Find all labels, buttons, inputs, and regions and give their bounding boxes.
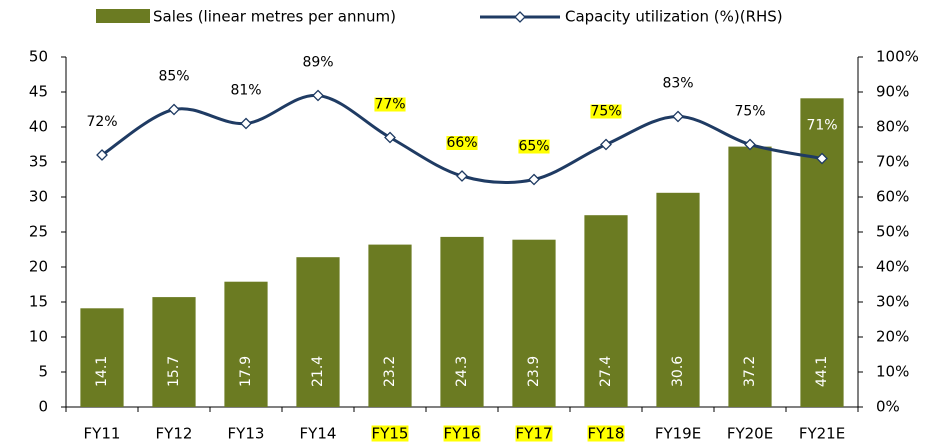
y-tick-label: 50 — [29, 48, 48, 66]
bar — [656, 192, 700, 407]
legend-label: Sales (linear metres per annum) — [153, 8, 396, 26]
bar-value-label: 21.4 — [310, 356, 326, 387]
bar — [800, 98, 844, 408]
bar — [296, 257, 340, 407]
y-tick-label: 45 — [29, 83, 48, 101]
highlight — [443, 425, 481, 442]
x-tick-label: FY15 — [372, 425, 409, 443]
bar-value-label: 17.9 — [238, 356, 254, 387]
y-tick-label: 15 — [29, 293, 48, 311]
y2-tick-label: 80% — [876, 118, 909, 136]
line-value-label: 65% — [518, 139, 549, 155]
x-tick-label: FY13 — [228, 425, 265, 443]
y2-tick-label: 30% — [876, 293, 909, 311]
legend-marker — [514, 11, 526, 23]
marker — [240, 117, 252, 130]
line-value-label: 81% — [230, 83, 261, 99]
bar-value-label: 27.4 — [598, 356, 614, 387]
y2-tick-label: 60% — [876, 188, 909, 206]
y2-tick-label: 70% — [876, 153, 909, 171]
line-value-label: 66% — [446, 135, 477, 151]
line-value-label: 89% — [302, 55, 333, 71]
x-tick-label: FY19E — [655, 425, 701, 443]
y-tick-label: 20 — [29, 258, 48, 276]
y2-tick-label: 0% — [876, 398, 900, 416]
highlight — [371, 425, 409, 442]
highlight — [515, 425, 553, 442]
highlight — [590, 104, 622, 119]
highlight — [518, 139, 550, 154]
bar — [584, 215, 628, 407]
y-tick-label: 0 — [38, 398, 48, 416]
line-value-label: 83% — [662, 76, 693, 92]
bar-value-label: 30.6 — [670, 356, 686, 387]
y-tick-label: 35 — [29, 153, 48, 171]
bar-value-label: 37.2 — [742, 356, 758, 387]
highlight — [374, 97, 406, 112]
line-value-label: 77% — [374, 97, 405, 113]
marker — [384, 131, 396, 144]
y-tick-label: 30 — [29, 188, 48, 206]
marker — [744, 138, 756, 151]
bar — [224, 281, 268, 407]
bar-value-label: 15.7 — [166, 356, 182, 387]
line-value-label: 75% — [590, 104, 621, 120]
bar-value-label: 14.1 — [94, 356, 110, 387]
marker — [600, 138, 612, 151]
marker — [528, 173, 540, 186]
x-tick-label: FY18 — [588, 425, 625, 443]
x-tick-label: FY11 — [84, 425, 121, 443]
x-tick-label: FY21E — [799, 425, 845, 443]
y2-tick-label: 40% — [876, 258, 909, 276]
bar-value-label: 23.9 — [526, 356, 542, 387]
x-tick-label: FY12 — [156, 425, 193, 443]
marker — [312, 89, 324, 102]
bar-value-label: 24.3 — [454, 356, 470, 387]
y2-tick-label: 10% — [876, 363, 909, 381]
y-tick-label: 40 — [29, 118, 48, 136]
y-tick-label: 25 — [29, 223, 48, 241]
y2-tick-label: 20% — [876, 328, 909, 346]
bar — [152, 297, 196, 407]
marker — [96, 149, 108, 161]
marker — [456, 170, 468, 182]
line-value-label: 75% — [734, 104, 765, 120]
legend-swatch — [96, 9, 150, 23]
highlight — [446, 136, 478, 150]
y2-tick-label: 50% — [876, 223, 909, 241]
y-tick-label: 10 — [29, 328, 48, 346]
bar — [512, 239, 556, 407]
x-tick-label: FY20E — [727, 425, 773, 443]
bar-value-label: 23.2 — [382, 356, 398, 387]
bar — [80, 308, 124, 407]
bar — [728, 146, 772, 407]
line-value-label: 85% — [158, 69, 189, 85]
y-tick-label: 5 — [38, 363, 48, 381]
x-tick-label: FY16 — [444, 425, 481, 443]
legend-label: Capacity utilization (%)(RHS) — [565, 8, 783, 26]
line-value-label: 72% — [86, 114, 117, 130]
x-tick-label: FY14 — [300, 425, 337, 443]
marker — [168, 103, 180, 116]
y2-tick-label: 100% — [876, 48, 919, 66]
highlight — [587, 425, 625, 442]
bar — [368, 244, 412, 407]
bar-value-label: 44.1 — [814, 356, 830, 387]
x-tick-label: FY17 — [516, 425, 553, 443]
marker — [672, 110, 684, 123]
y2-tick-label: 90% — [876, 83, 909, 101]
marker — [816, 152, 828, 165]
line-value-label: 71% — [806, 118, 837, 134]
bar — [440, 236, 484, 407]
